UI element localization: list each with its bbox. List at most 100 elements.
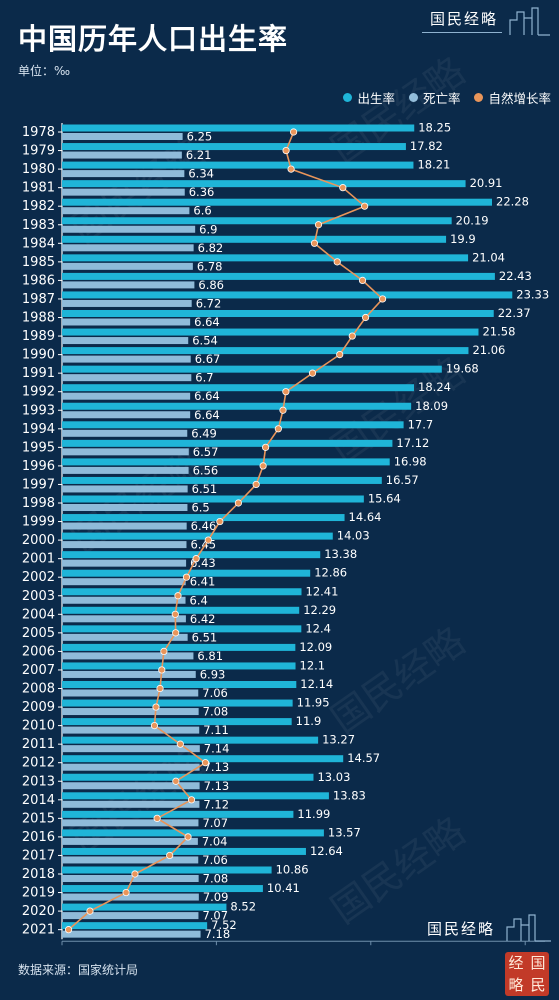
bar-death-rate [62,355,191,363]
bar-label-death-rate: 6.78 [197,259,223,273]
bar-birth-rate [62,310,494,317]
data-source: 数据来源：国家统计局 [18,963,139,977]
bar-label-death-rate: 7.14 [204,742,230,756]
bar-birth-rate [62,643,296,651]
seal-char: 经 [508,954,524,972]
legend-swatch-death [408,93,418,102]
legend-label-death: 死亡率 [422,91,461,106]
bar-label-birth-rate: 8.52 [230,900,256,914]
year-label: 2007 [22,663,55,678]
year-label: 2000 [22,533,55,548]
bar-death-rate [62,652,194,660]
bar-death-rate [62,819,199,827]
bar-death-rate [62,745,200,753]
bar-death-rate [62,318,191,326]
bar-birth-rate [62,458,390,466]
year-label: 2017 [22,848,55,863]
bar-birth-rate [62,124,415,132]
bar-death-rate [62,689,199,697]
bar-label-death-rate: 6.72 [196,296,222,310]
year-label: 2019 [22,886,55,901]
bar-birth-rate [62,773,314,781]
bar-birth-rate [62,662,296,670]
year-label: 1988 [22,311,55,326]
year-label: 1992 [22,385,55,400]
bar-birth-rate [62,217,452,225]
bar-label-birth-rate: 11.99 [297,807,330,821]
bar-birth-rate [62,254,469,262]
point-natural-growth-rate [150,721,159,730]
bar-label-death-rate: 6.25 [187,130,213,144]
bar-birth-rate [62,365,442,373]
bar-label-death-rate: 6.46 [191,519,217,533]
point-natural-growth-rate [176,740,184,748]
bar-label-birth-rate: 12.14 [300,677,333,691]
bar-label-birth-rate: 18.09 [415,399,448,413]
year-label: 1989 [22,329,55,344]
bar-label-birth-rate: 12.1 [300,658,326,672]
point-natural-growth-rate [289,128,298,136]
point-natural-growth-rate [131,870,139,878]
point-natural-growth-rate [339,184,347,192]
bar-death-rate [62,448,189,456]
bar-label-death-rate: 6.93 [200,667,226,681]
bar-birth-rate [62,810,294,818]
point-natural-growth-rate [378,295,387,303]
year-label: 2009 [22,700,55,715]
point-natural-growth-rate [279,406,287,414]
bar-birth-rate [62,569,311,577]
bar-label-birth-rate: 14.03 [337,529,370,543]
bar-label-death-rate: 6.5 [191,501,209,515]
bar-label-birth-rate: 12.09 [299,640,332,654]
bar-label-birth-rate: 13.83 [333,788,366,802]
bar-label-birth-rate: 12.29 [303,603,336,617]
year-label: 2004 [22,607,55,622]
year-label: 1984 [22,236,55,251]
bar-label-death-rate: 7.06 [202,853,228,867]
bar-birth-rate [62,272,495,280]
point-natural-growth-rate [234,499,243,507]
bar-death-rate [62,615,186,623]
point-natural-growth-rate [204,536,212,544]
point-natural-growth-rate [166,851,174,860]
point-natural-growth-rate [361,313,370,322]
bar-birth-rate [62,235,447,243]
bar-birth-rate [62,402,412,410]
bar-label-death-rate: 6.6 [193,204,211,218]
bar-death-rate [62,485,188,493]
bar-birth-rate [62,180,466,188]
bar-death-rate [62,596,186,604]
bar-label-death-rate: 7.09 [203,890,229,904]
point-natural-growth-rate [172,777,180,785]
legend-item-birth: 出生率 [343,88,395,107]
bar-label-birth-rate: 17.12 [396,436,429,450]
point-natural-growth-rate [174,592,182,600]
bar-label-birth-rate: 13.38 [324,547,357,561]
year-label: 2021 [22,923,55,938]
bar-death-rate [62,466,189,474]
bar-birth-rate [62,792,329,800]
bar-death-rate [62,541,187,549]
point-natural-growth-rate [64,926,73,934]
bar-birth-rate [62,198,493,206]
bar-label-birth-rate: 17.82 [410,139,443,153]
point-natural-growth-rate [216,517,224,526]
bar-label-birth-rate: 12.86 [314,566,347,580]
bar-label-death-rate: 6.64 [194,315,220,329]
year-label: 1981 [22,181,55,196]
building-icon-bottom [506,914,551,942]
year-label: 2006 [22,644,55,659]
bar-death-rate [62,708,199,716]
bar-death-rate [62,578,186,586]
bar-label-death-rate: 6.86 [198,278,224,292]
bar-label-birth-rate: 23.33 [516,287,549,301]
legend-item-natural: 自然增长率 [474,88,551,107]
bar-death-rate [62,207,190,215]
year-label: 1990 [22,348,55,363]
year-label: 2013 [22,774,55,789]
bar-label-birth-rate: 18.21 [417,158,450,172]
bar-label-birth-rate: 14.57 [347,751,380,765]
bar-death-rate [62,670,196,678]
bar-birth-rate [62,829,324,837]
bar-label-death-rate: 7.12 [203,797,229,811]
